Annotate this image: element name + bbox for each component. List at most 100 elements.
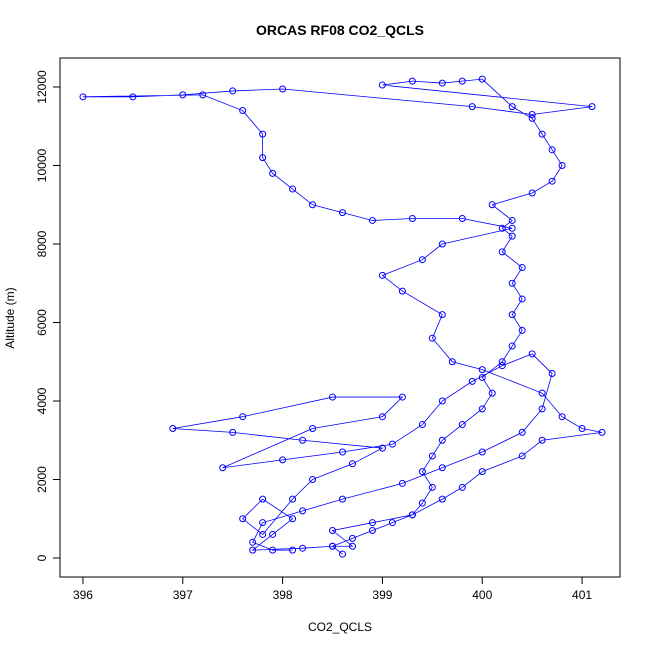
data-point	[498, 248, 506, 256]
data-point	[309, 201, 317, 209]
x-axis-label: CO2_QCLS	[308, 620, 372, 634]
data-point	[468, 103, 476, 111]
data-point	[259, 130, 267, 138]
data-point	[478, 366, 486, 374]
data-point	[458, 77, 466, 85]
data-point	[508, 311, 516, 319]
data-point	[309, 476, 317, 484]
data-point	[279, 456, 287, 464]
data-point	[338, 209, 346, 217]
y-tick-label: 8000	[35, 230, 49, 257]
y-tick-label: 0	[35, 554, 49, 561]
data-point	[239, 413, 247, 421]
x-tick-label: 400	[472, 588, 492, 602]
data-point	[508, 232, 516, 240]
data-point	[249, 546, 257, 554]
data-point	[478, 75, 486, 83]
data-point	[169, 424, 177, 432]
data-point	[438, 79, 446, 87]
y-tick-label: 2000	[35, 466, 49, 493]
y-tick-label: 10000	[35, 148, 49, 182]
data-point	[538, 405, 546, 413]
data-point	[229, 87, 237, 95]
data-point	[428, 483, 436, 491]
data-point	[378, 444, 386, 452]
data-point	[548, 146, 556, 154]
data-point	[329, 527, 337, 535]
data-point	[299, 436, 307, 444]
data-point	[538, 130, 546, 138]
data-point	[368, 519, 376, 527]
data-point	[129, 93, 137, 101]
data-point	[428, 334, 436, 342]
data-point	[598, 428, 606, 436]
plot-box	[59, 57, 621, 578]
data-point	[588, 103, 596, 111]
data-point	[408, 77, 416, 85]
y-tick-label: 12000	[35, 70, 49, 104]
data-point	[558, 413, 566, 421]
data-point	[518, 428, 526, 436]
data-point	[289, 495, 297, 503]
data-point	[458, 421, 466, 429]
data-point	[378, 413, 386, 421]
data-point	[538, 389, 546, 397]
data-point	[478, 405, 486, 413]
data-point	[548, 370, 556, 378]
data-point	[259, 495, 267, 503]
data-point	[508, 342, 516, 350]
data-point	[418, 468, 426, 476]
chart-title: ORCAS RF08 CO2_QCLS	[256, 22, 424, 38]
data-point	[79, 93, 87, 101]
data-point	[498, 362, 506, 370]
data-point	[279, 85, 287, 93]
data-point	[438, 240, 446, 248]
data-point	[309, 424, 317, 432]
data-point	[538, 436, 546, 444]
data-point	[289, 546, 297, 554]
x-tick-label: 396	[73, 588, 93, 602]
data-point	[518, 326, 526, 334]
data-point	[438, 495, 446, 503]
data-point	[299, 507, 307, 515]
data-point	[438, 436, 446, 444]
x-tick-label: 401	[572, 588, 592, 602]
data-point	[338, 495, 346, 503]
data-point	[329, 393, 337, 401]
data-point	[239, 515, 247, 523]
data-point	[289, 515, 297, 523]
data-point	[299, 544, 307, 552]
data-point	[348, 534, 356, 542]
data-point	[498, 358, 506, 366]
data-point	[478, 468, 486, 476]
data-point	[558, 162, 566, 170]
data-point	[219, 464, 227, 472]
data-line	[82, 78, 603, 555]
y-axis-label: Altitude (m)	[3, 287, 17, 348]
data-point	[478, 448, 486, 456]
data-point	[398, 393, 406, 401]
data-point	[408, 214, 416, 222]
data-point	[199, 91, 207, 99]
data-point	[478, 373, 486, 381]
data-point	[508, 224, 516, 232]
data-point	[179, 91, 187, 99]
data-point	[338, 550, 346, 558]
data-point	[239, 107, 247, 115]
data-point	[528, 114, 536, 122]
data-point	[508, 103, 516, 111]
data-point	[508, 279, 516, 287]
data-point	[418, 499, 426, 507]
data-point	[418, 421, 426, 429]
data-point	[398, 287, 406, 295]
data-point	[528, 350, 536, 358]
data-point	[259, 530, 267, 538]
data-point	[508, 216, 516, 224]
data-point	[518, 264, 526, 272]
data-point	[378, 271, 386, 279]
data-point	[368, 527, 376, 535]
x-tick-label: 398	[273, 588, 293, 602]
data-point	[468, 377, 476, 385]
